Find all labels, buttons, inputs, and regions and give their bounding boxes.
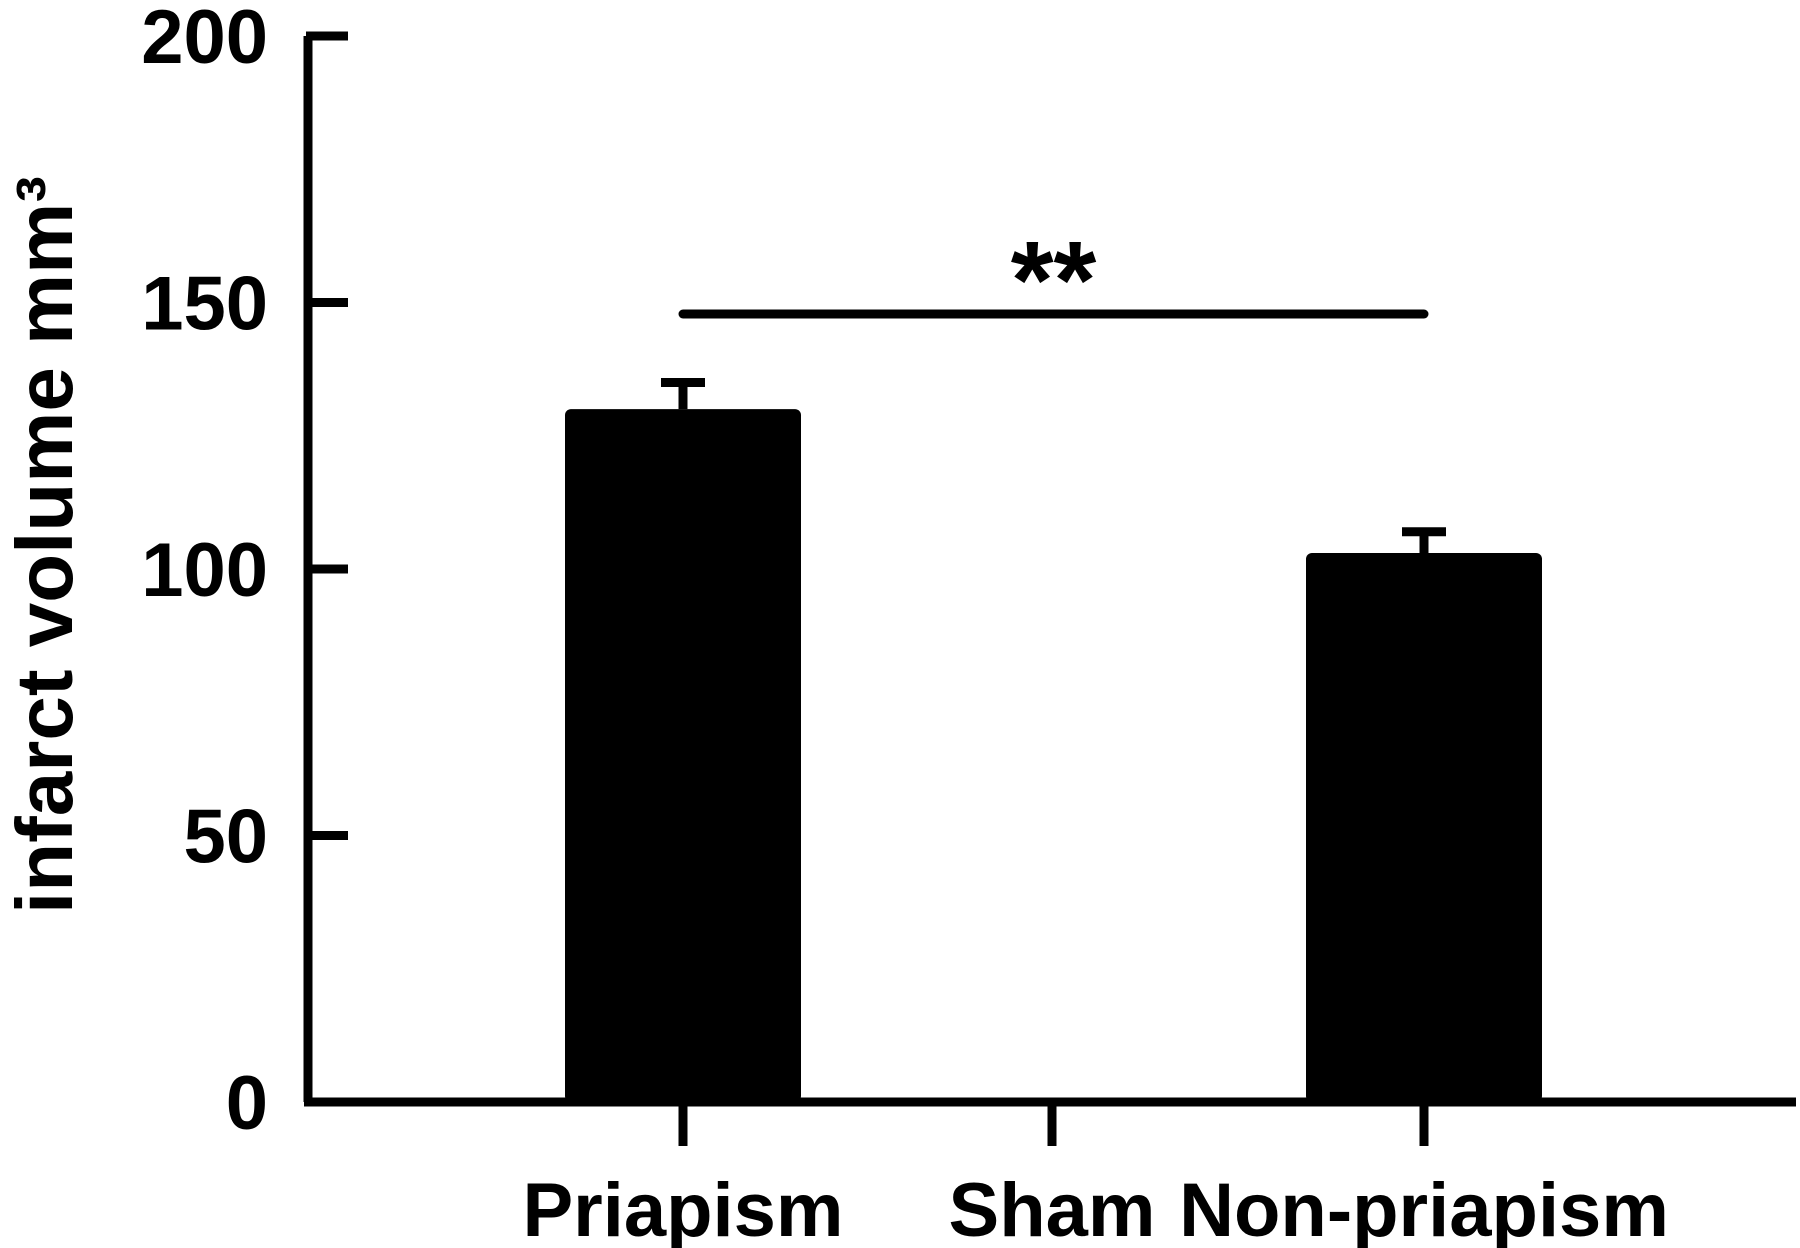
bar-non-priapism: [1306, 553, 1542, 1102]
y-tick-label: 200: [141, 0, 268, 80]
y-tick-label: 50: [183, 795, 268, 880]
y-tick-label: 0: [226, 1061, 268, 1146]
y-tick-label: 100: [141, 528, 268, 613]
bar-priapism: [565, 409, 801, 1103]
significance-label: **: [1011, 219, 1097, 342]
x-category-label: Sham: [949, 1168, 1156, 1248]
y-axis-title: infarct volume mm³: [0, 176, 89, 914]
x-category-label: Priapism: [522, 1168, 843, 1248]
x-category-label: Non-priapism: [1179, 1168, 1669, 1248]
y-tick-label: 150: [141, 262, 268, 347]
